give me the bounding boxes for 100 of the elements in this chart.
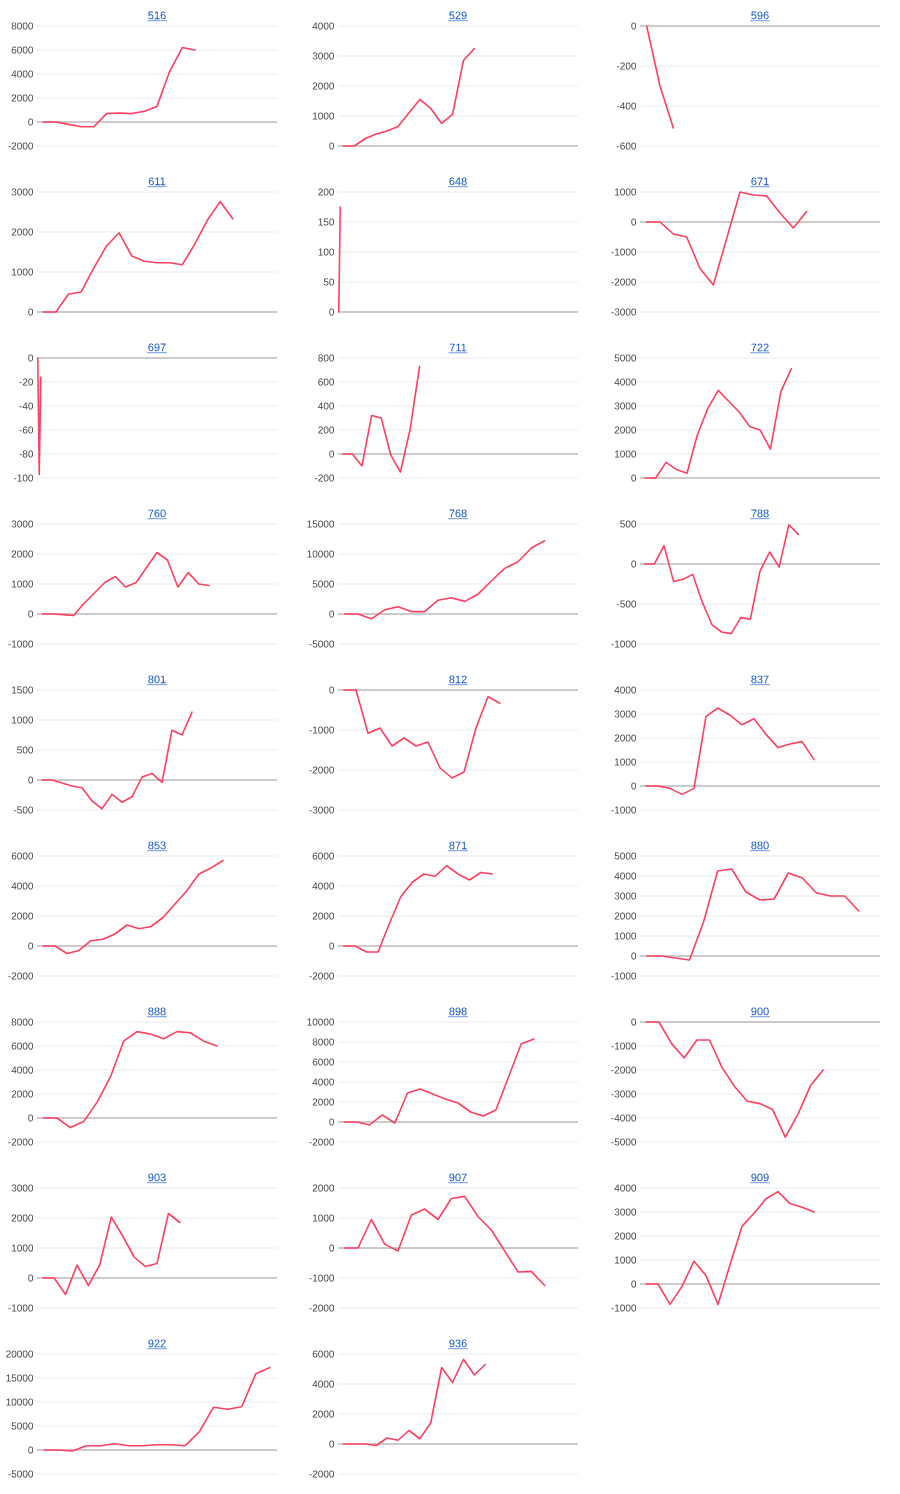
chart-title: 812: [449, 675, 467, 684]
y-tick-label: 0: [631, 1280, 637, 1288]
y-tick-label: 0: [28, 354, 34, 362]
y-tick-label: 3000: [614, 1208, 637, 1216]
chart-title: 907: [449, 1173, 467, 1182]
chart-title: 529: [449, 11, 467, 20]
y-tick-label: 0: [329, 1244, 335, 1252]
chart-title: 837: [751, 675, 769, 684]
y-tick-label: 4000: [614, 872, 637, 880]
y-tick-label: 0: [28, 308, 34, 316]
y-tick-label: 0: [329, 1118, 335, 1126]
y-tick-label: 0: [631, 474, 637, 482]
y-tick-label: -1000: [611, 640, 637, 648]
y-tick-label: 1000: [11, 1244, 34, 1252]
y-tick-label: 10000: [307, 1018, 335, 1026]
y-tick-label: -500: [616, 600, 637, 608]
chart-title: 871: [449, 841, 467, 850]
y-tick-label: 150: [318, 218, 335, 226]
y-tick-label: 20000: [6, 1350, 34, 1358]
chart-title: 711: [449, 343, 467, 352]
y-tick-label: 0: [631, 952, 637, 960]
y-tick-label: 6000: [11, 1042, 34, 1050]
y-tick-label: 0: [631, 218, 637, 226]
y-tick-label: -80: [19, 450, 34, 458]
chart-title: 596: [751, 11, 769, 20]
y-tick-label: 2000: [11, 228, 34, 236]
chart-title: 922: [148, 1339, 166, 1348]
y-tick-label: 8000: [312, 1038, 335, 1046]
y-tick-label: 15000: [6, 1374, 34, 1382]
y-tick-label: -2000: [611, 1066, 637, 1074]
y-tick-label: -5000: [8, 1470, 34, 1478]
y-tick-label: 4000: [312, 882, 335, 890]
y-tick-label: 0: [329, 142, 335, 150]
y-tick-label: -1000: [309, 726, 335, 734]
y-tick-label: 1000: [312, 112, 335, 120]
y-tick-label: 6000: [312, 1350, 335, 1358]
y-tick-label: 2000: [11, 1090, 34, 1098]
y-tick-label: 3000: [312, 52, 335, 60]
y-tick-label: 0: [631, 1018, 637, 1026]
y-tick-label: 0: [329, 1440, 335, 1448]
y-tick-label: 0: [631, 560, 637, 568]
y-tick-label: 1000: [11, 268, 34, 276]
y-tick-label: 4000: [11, 882, 34, 890]
y-tick-label: 2000: [614, 912, 637, 920]
y-tick-label: 100: [318, 248, 335, 256]
y-tick-label: 0: [28, 942, 34, 950]
y-tick-label: 50: [323, 278, 335, 286]
line-series: [646, 868, 860, 961]
y-tick-label: 2000: [614, 734, 637, 742]
y-tick-label: 5000: [614, 354, 637, 362]
y-tick-label: 0: [28, 776, 34, 784]
y-tick-label: -100: [13, 474, 34, 482]
line-series: [343, 539, 546, 620]
y-tick-label: 4000: [312, 22, 335, 30]
y-tick-label: 500: [17, 746, 34, 754]
y-tick-label: 2000: [312, 1098, 335, 1106]
y-tick-label: -5000: [309, 640, 335, 648]
y-tick-label: -600: [616, 142, 637, 150]
chart-title: 697: [148, 343, 166, 352]
y-tick-label: 0: [28, 1114, 34, 1122]
line-series: [645, 1021, 824, 1138]
y-tick-label: 2000: [11, 94, 34, 102]
y-tick-label: -1000: [611, 806, 637, 814]
y-tick-label: 5000: [614, 852, 637, 860]
y-tick-label: 15000: [307, 520, 335, 528]
y-tick-label: 0: [28, 1274, 34, 1282]
y-tick-label: -500: [13, 806, 34, 814]
y-tick-label: -1000: [8, 640, 34, 648]
y-tick-label: 0: [329, 610, 335, 618]
y-tick-label: -20: [19, 378, 34, 386]
y-tick-label: 4000: [614, 378, 637, 386]
chart-title: 898: [449, 1007, 467, 1016]
y-tick-label: 500: [620, 520, 637, 528]
line-series: [645, 707, 815, 796]
y-tick-label: 1000: [11, 580, 34, 588]
line-series: [42, 46, 196, 128]
y-tick-label: 1000: [615, 450, 637, 458]
y-tick-label: 0: [28, 610, 34, 618]
y-tick-label: 6000: [312, 852, 335, 860]
y-tick-label: 2000: [312, 82, 335, 90]
y-tick-label: 1000: [11, 716, 34, 724]
line-series: [342, 47, 476, 147]
y-tick-label: 6000: [11, 46, 34, 54]
line-series: [43, 1366, 271, 1452]
y-tick-label: 0: [28, 118, 34, 126]
chart-title: 880: [751, 841, 769, 850]
y-tick-label: 2000: [11, 550, 34, 558]
line-series: [644, 367, 793, 479]
y-tick-label: 200: [318, 426, 335, 434]
y-tick-label: 5000: [11, 1422, 34, 1430]
y-tick-label: -5000: [611, 1138, 637, 1146]
y-tick-label: -2000: [8, 142, 34, 150]
y-tick-label: 6000: [11, 852, 34, 860]
y-tick-label: 4000: [614, 1184, 637, 1192]
line-series: [645, 1190, 815, 1306]
y-tick-label: 0: [329, 686, 335, 694]
y-tick-label: -3000: [309, 806, 335, 814]
y-tick-label: 10000: [307, 550, 335, 558]
y-tick-label: 4000: [312, 1078, 335, 1086]
y-tick-label: 4000: [312, 1380, 335, 1388]
